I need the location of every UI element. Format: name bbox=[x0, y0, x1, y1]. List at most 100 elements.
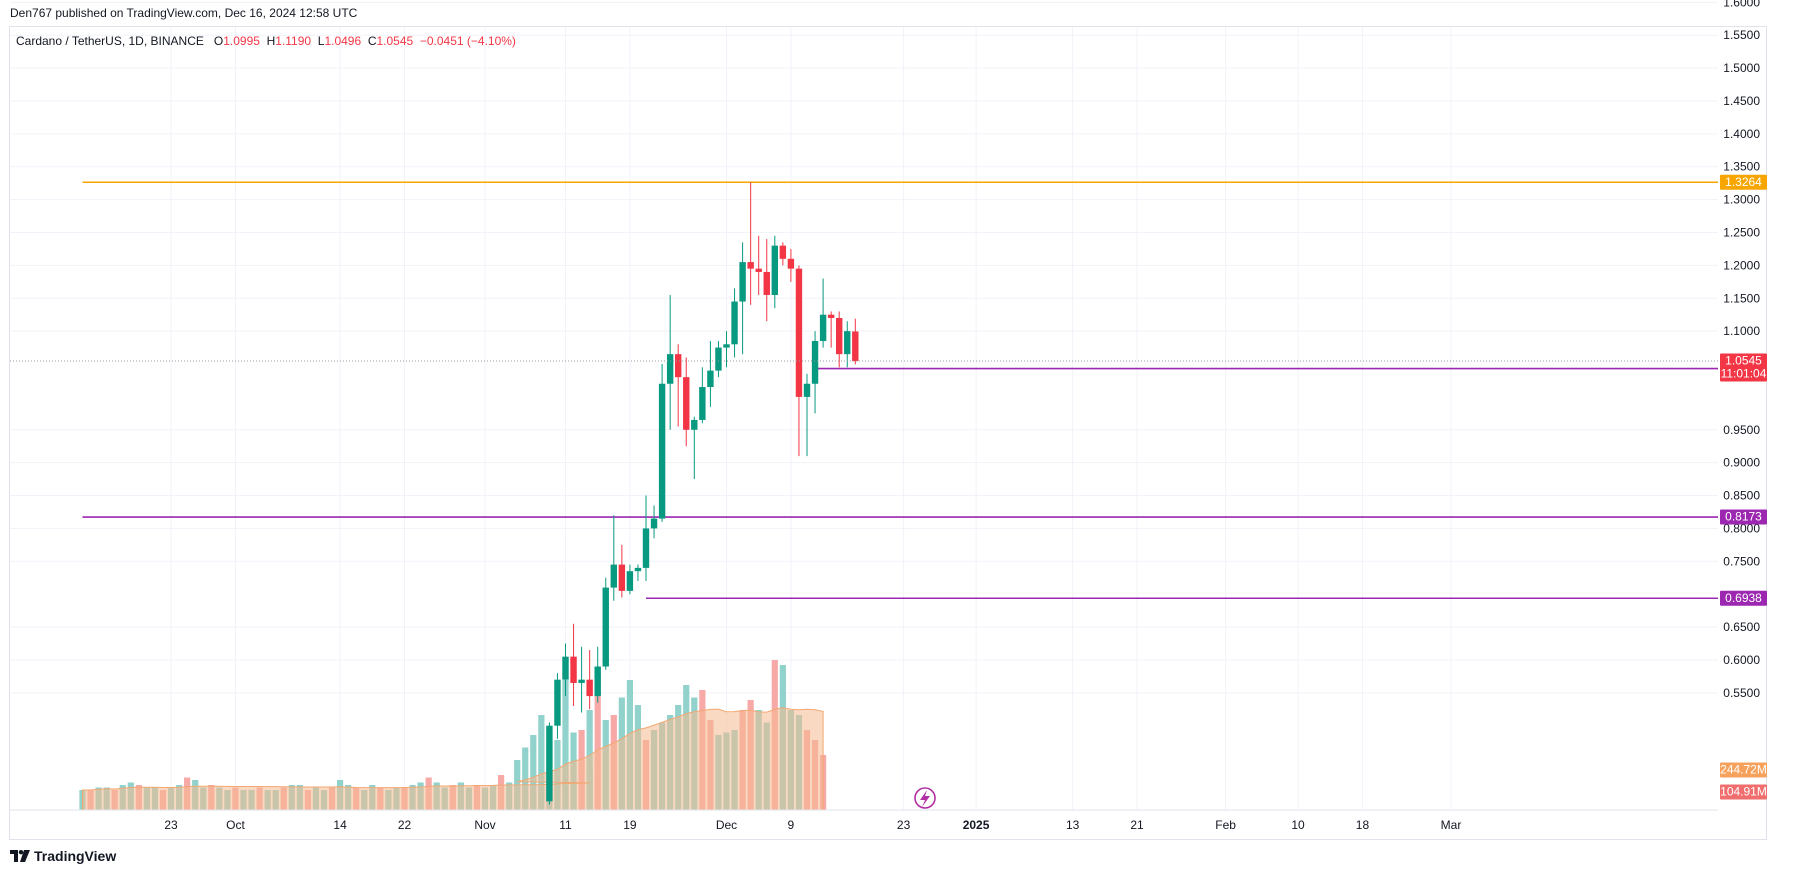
candle-body bbox=[578, 679, 585, 683]
published-by-header: Den767 published on TradingView.com, Dec… bbox=[10, 6, 358, 20]
change-value: −0.0451 (−4.10%) bbox=[419, 34, 516, 48]
price-tick-label: 0.6000 bbox=[1723, 653, 1760, 667]
price-tick-label: 0.7500 bbox=[1723, 554, 1760, 568]
candle-body bbox=[827, 314, 835, 318]
price-axis[interactable]: 1.65001.60001.55001.50001.45001.40001.35… bbox=[1723, 0, 1760, 700]
low-label: L bbox=[317, 34, 325, 48]
time-tick-label: 9 bbox=[788, 818, 795, 832]
grid-lines bbox=[10, 1, 1718, 810]
price-tick-label: 1.5500 bbox=[1723, 28, 1760, 42]
candles bbox=[546, 182, 859, 805]
close-label: C bbox=[367, 34, 377, 48]
price-tick-label: 0.5500 bbox=[1723, 686, 1760, 700]
candle-body bbox=[658, 383, 666, 519]
price-tags: 1.32641.04310.81730.69381.054511:01:0424… bbox=[1720, 174, 1767, 800]
candle-body bbox=[836, 317, 843, 355]
time-tick-label: 10 bbox=[1291, 818, 1305, 832]
volume-bar bbox=[522, 747, 529, 810]
volume-bar bbox=[538, 715, 545, 810]
footer-brand: TradingView bbox=[34, 848, 117, 864]
time-tick-label: 18 bbox=[1356, 818, 1370, 832]
price-tick-label: 0.8000 bbox=[1723, 521, 1760, 535]
level-tag-bg bbox=[1720, 174, 1767, 190]
candle-body bbox=[739, 262, 746, 302]
level-tag: 0.8173 bbox=[1725, 510, 1762, 524]
tradingview-logo[interactable]: TradingView bbox=[10, 848, 116, 864]
candle-body bbox=[787, 258, 795, 269]
price-tick-label: 0.8500 bbox=[1723, 489, 1760, 503]
price-tick-label: 1.4500 bbox=[1723, 94, 1760, 108]
time-tick-label: 11 bbox=[559, 818, 572, 832]
time-tick-label: 13 bbox=[1066, 818, 1080, 832]
symbol-name[interactable]: Cardano / TetherUS, 1D, BINANCE bbox=[16, 34, 204, 48]
time-axis[interactable]: 23 Oct 14 22 Nov 11 19 Dec 9 23 2025 13 21 Feb 10 18 Mar bbox=[10, 809, 1718, 832]
candle-body bbox=[546, 725, 553, 802]
price-tick-label: 1.4000 bbox=[1723, 127, 1760, 141]
price-tick-label: 1.1000 bbox=[1723, 324, 1760, 338]
candle-body bbox=[691, 419, 698, 430]
price-tick-label: 0.6500 bbox=[1723, 620, 1760, 634]
candle-body bbox=[852, 331, 859, 362]
candle-body bbox=[779, 245, 787, 259]
high-label: H bbox=[266, 34, 276, 48]
open-label: O bbox=[213, 34, 224, 48]
volume-ma-tag: 244.72M bbox=[1720, 763, 1767, 777]
close-value: 1.0545 bbox=[376, 34, 414, 48]
time-tick-label: Dec bbox=[716, 818, 737, 832]
candle-body bbox=[715, 347, 722, 371]
price-tick-label: 1.6000 bbox=[1723, 0, 1760, 9]
last-price-tag: 1.0545 bbox=[1725, 354, 1762, 368]
candle-body bbox=[562, 656, 569, 680]
time-tick-label: 19 bbox=[623, 818, 637, 832]
candle-body bbox=[683, 377, 690, 430]
candle-body bbox=[771, 245, 778, 295]
candle-body bbox=[666, 354, 674, 384]
candle-body bbox=[675, 354, 682, 378]
candle-body bbox=[626, 571, 634, 591]
candle-body bbox=[570, 656, 577, 683]
candle-body bbox=[803, 383, 811, 397]
time-tick-label: Feb bbox=[1215, 818, 1236, 832]
bolt-icon[interactable] bbox=[914, 787, 936, 809]
volume-tag: 104.91M bbox=[1720, 785, 1767, 799]
candle-body bbox=[634, 567, 642, 572]
candle-body bbox=[723, 344, 730, 348]
price-tick-label: 0.9500 bbox=[1723, 423, 1760, 437]
time-tick-label: 21 bbox=[1130, 818, 1144, 832]
candle-body bbox=[844, 331, 851, 355]
candle-body bbox=[763, 271, 770, 295]
candle-body bbox=[731, 301, 738, 345]
time-tick-label: Mar bbox=[1441, 818, 1462, 832]
volume-bar bbox=[594, 672, 601, 810]
candle-body bbox=[755, 268, 762, 272]
symbol-legend: Cardano / TetherUS, 1D, BINANCE O1.0995 … bbox=[16, 34, 516, 48]
time-tick-label: 2025 bbox=[963, 818, 990, 832]
candle-body bbox=[795, 268, 803, 397]
candle-body bbox=[594, 666, 601, 697]
volume-bar bbox=[530, 735, 537, 810]
low-value: 1.0496 bbox=[324, 34, 362, 48]
price-tick-label: 1.5000 bbox=[1723, 61, 1760, 75]
candle-body bbox=[819, 314, 827, 342]
volume-tag-bg bbox=[1720, 784, 1767, 800]
price-tick-label: 1.3500 bbox=[1723, 160, 1760, 174]
level-tag: 1.3264 bbox=[1725, 175, 1762, 189]
volume-bar bbox=[562, 680, 569, 810]
price-tick-label: 1.2500 bbox=[1723, 226, 1760, 240]
chart-frame[interactable] bbox=[9, 26, 1767, 840]
price-tick-label: 1.2000 bbox=[1723, 258, 1760, 272]
level-tag-bg bbox=[1720, 509, 1767, 525]
candle-body bbox=[554, 679, 561, 726]
time-tick-label: 23 bbox=[897, 818, 911, 832]
volume-ma-tag-bg bbox=[1720, 762, 1767, 778]
last-price-tag-bg bbox=[1720, 353, 1767, 382]
tradingview-logo-icon bbox=[10, 850, 30, 862]
candle-body bbox=[811, 341, 819, 384]
candle-body bbox=[618, 564, 626, 591]
candle-body bbox=[642, 528, 650, 568]
time-tick-label: Nov bbox=[474, 818, 495, 832]
horizontal-levels[interactable] bbox=[82, 181, 1719, 600]
time-tick-label: 22 bbox=[398, 818, 412, 832]
open-value: 1.0995 bbox=[223, 34, 260, 48]
